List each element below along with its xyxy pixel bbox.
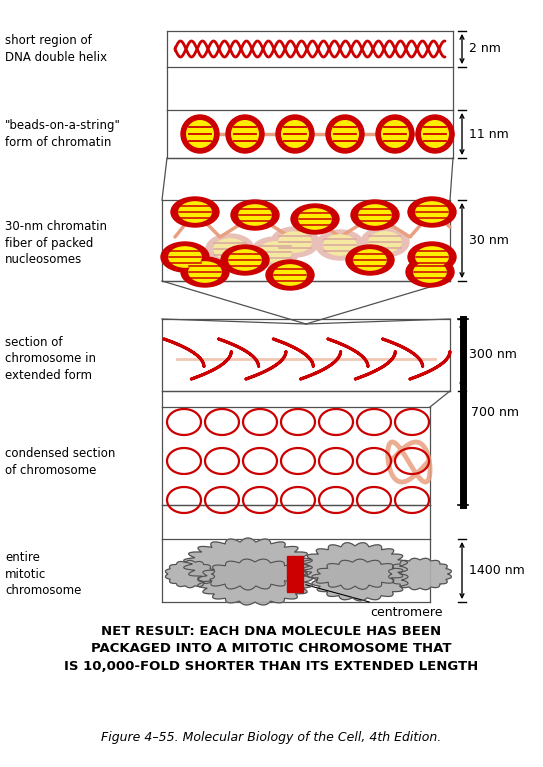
Ellipse shape	[259, 242, 291, 262]
Text: short region of
DNA double helix: short region of DNA double helix	[5, 35, 107, 64]
Ellipse shape	[239, 205, 271, 225]
Ellipse shape	[171, 197, 219, 227]
Circle shape	[232, 120, 258, 147]
Text: 700 nm: 700 nm	[471, 406, 519, 419]
Ellipse shape	[351, 200, 399, 230]
Circle shape	[332, 120, 358, 147]
Ellipse shape	[354, 250, 386, 270]
Ellipse shape	[299, 209, 331, 229]
Polygon shape	[198, 559, 312, 605]
Ellipse shape	[251, 237, 299, 267]
Ellipse shape	[214, 239, 246, 259]
Circle shape	[282, 120, 308, 147]
Circle shape	[422, 120, 449, 147]
Ellipse shape	[346, 245, 394, 275]
Ellipse shape	[324, 235, 356, 255]
Ellipse shape	[359, 205, 391, 225]
Ellipse shape	[416, 202, 448, 222]
Ellipse shape	[271, 227, 319, 257]
Text: 30-nm chromatin
fiber of packed
nucleosomes: 30-nm chromatin fiber of packed nucleoso…	[5, 220, 107, 266]
Text: entire
mitotic
chromosome: entire mitotic chromosome	[5, 551, 81, 597]
Circle shape	[187, 120, 213, 147]
Polygon shape	[312, 559, 408, 601]
Ellipse shape	[221, 245, 269, 275]
Text: centromere: centromere	[306, 584, 443, 618]
Text: section of
chromosome in
extended form: section of chromosome in extended form	[5, 336, 96, 382]
Circle shape	[382, 120, 408, 147]
Text: condensed section
of chromosome: condensed section of chromosome	[5, 447, 115, 477]
Text: 30 nm: 30 nm	[469, 234, 509, 247]
Ellipse shape	[361, 227, 409, 257]
Text: "beads-on-a-string"
form of chromatin: "beads-on-a-string" form of chromatin	[5, 119, 121, 149]
Ellipse shape	[189, 262, 221, 282]
Ellipse shape	[279, 232, 311, 252]
Ellipse shape	[229, 250, 261, 270]
Ellipse shape	[414, 262, 446, 282]
Ellipse shape	[231, 200, 279, 230]
Text: 1400 nm: 1400 nm	[469, 564, 525, 577]
Circle shape	[376, 115, 414, 153]
Text: 300 nm: 300 nm	[469, 348, 517, 361]
Ellipse shape	[266, 260, 314, 290]
Text: Figure 4–55. Molecular Biology of the Cell, 4th Edition.: Figure 4–55. Molecular Biology of the Ce…	[101, 730, 441, 743]
Polygon shape	[166, 561, 214, 588]
Ellipse shape	[179, 202, 211, 222]
Ellipse shape	[274, 265, 306, 285]
Ellipse shape	[406, 257, 454, 287]
Ellipse shape	[181, 257, 229, 287]
Ellipse shape	[369, 232, 401, 252]
Polygon shape	[184, 538, 312, 590]
Ellipse shape	[161, 242, 209, 272]
Polygon shape	[389, 558, 451, 590]
Ellipse shape	[408, 197, 456, 227]
Circle shape	[181, 115, 219, 153]
Bar	[287, 556, 303, 592]
Polygon shape	[302, 543, 407, 589]
Ellipse shape	[416, 247, 448, 267]
Ellipse shape	[169, 247, 201, 267]
Circle shape	[226, 115, 264, 153]
Ellipse shape	[316, 230, 364, 260]
Text: 2 nm: 2 nm	[469, 42, 501, 55]
Circle shape	[326, 115, 364, 153]
Text: 11 nm: 11 nm	[469, 127, 509, 140]
Circle shape	[416, 115, 454, 153]
Ellipse shape	[291, 204, 339, 234]
Ellipse shape	[408, 242, 456, 272]
Text: NET RESULT: EACH DNA MOLECULE HAS BEEN
PACKAGED INTO A MITOTIC CHROMOSOME THAT
I: NET RESULT: EACH DNA MOLECULE HAS BEEN P…	[64, 625, 478, 673]
Ellipse shape	[206, 234, 254, 264]
Circle shape	[276, 115, 314, 153]
